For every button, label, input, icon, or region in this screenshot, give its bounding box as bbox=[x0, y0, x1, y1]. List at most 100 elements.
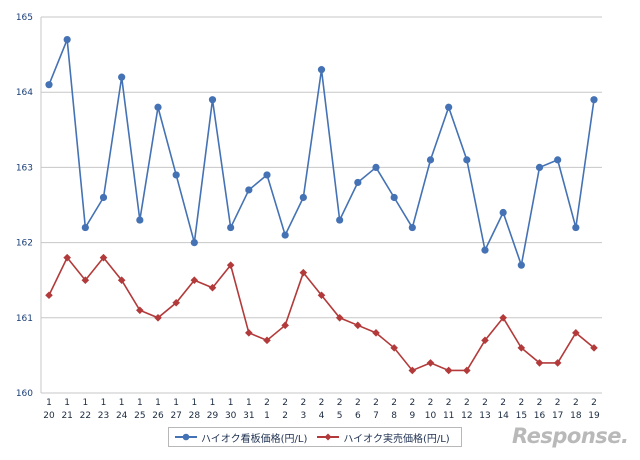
x-tick-day: 13 bbox=[479, 411, 490, 421]
x-tick-day: 3 bbox=[300, 411, 306, 421]
x-tick-day: 10 bbox=[425, 411, 437, 421]
data-point-1 bbox=[408, 366, 417, 375]
x-tick-day: 7 bbox=[373, 411, 379, 421]
data-point-1 bbox=[136, 306, 144, 315]
x-tick-month: 1 bbox=[119, 398, 125, 408]
x-tick-day: 14 bbox=[497, 411, 509, 421]
data-point-0 bbox=[45, 81, 53, 89]
x-axis-ticks: 1201211221231241251261271281291301312122… bbox=[43, 398, 600, 421]
x-tick-month: 1 bbox=[101, 398, 107, 408]
data-point-1 bbox=[499, 314, 507, 322]
x-tick-month: 2 bbox=[373, 398, 379, 408]
y-tick-label: 162 bbox=[16, 239, 33, 249]
data-point-1 bbox=[426, 359, 435, 367]
data-point-1 bbox=[281, 321, 289, 330]
x-tick-month: 2 bbox=[591, 398, 597, 408]
data-point-1 bbox=[208, 283, 217, 292]
x-tick-day: 6 bbox=[355, 411, 361, 421]
x-tick-day: 25 bbox=[134, 411, 145, 421]
data-point-0 bbox=[336, 216, 344, 224]
data-point-0 bbox=[99, 193, 108, 202]
series-line-0 bbox=[48, 39, 595, 269]
x-tick-day: 19 bbox=[588, 411, 600, 421]
x-tick-month: 1 bbox=[210, 398, 216, 408]
data-point-0 bbox=[481, 246, 489, 254]
data-point-1 bbox=[590, 344, 598, 352]
data-point-0 bbox=[208, 96, 217, 104]
x-tick-month: 1 bbox=[246, 398, 252, 408]
data-point-0 bbox=[517, 261, 525, 269]
legend-item-signboard: ハイオク看板価格(円/L) bbox=[175, 430, 307, 445]
data-point-1 bbox=[317, 291, 326, 300]
legend-swatch-actual bbox=[317, 433, 340, 441]
data-point-0 bbox=[554, 156, 562, 164]
x-tick-day: 4 bbox=[319, 411, 325, 421]
x-tick-day: 8 bbox=[391, 411, 397, 421]
data-point-0 bbox=[190, 239, 198, 247]
gridlines bbox=[40, 16, 602, 394]
x-tick-month: 2 bbox=[391, 398, 397, 408]
data-point-1 bbox=[245, 329, 253, 337]
x-tick-day: 5 bbox=[337, 411, 343, 421]
data-point-0 bbox=[572, 223, 580, 232]
x-tick-month: 2 bbox=[337, 398, 343, 408]
data-point-0 bbox=[281, 231, 289, 239]
data-point-1 bbox=[154, 314, 162, 322]
y-tick-label: 165 bbox=[16, 13, 33, 23]
x-tick-month: 1 bbox=[155, 398, 161, 408]
x-tick-month: 2 bbox=[428, 398, 434, 408]
data-point-1 bbox=[172, 298, 180, 307]
x-tick-month: 2 bbox=[319, 398, 325, 408]
x-tick-day: 22 bbox=[80, 411, 91, 421]
data-point-0 bbox=[390, 193, 398, 202]
data-point-1 bbox=[81, 276, 90, 284]
x-tick-day: 28 bbox=[189, 411, 201, 421]
data-point-0 bbox=[317, 66, 326, 74]
x-tick-day: 29 bbox=[207, 411, 219, 421]
data-point-0 bbox=[354, 178, 362, 187]
x-tick-month: 2 bbox=[282, 398, 288, 408]
data-point-1 bbox=[263, 336, 271, 345]
data-point-0 bbox=[118, 73, 126, 81]
x-tick-month: 2 bbox=[518, 398, 524, 408]
data-point-0 bbox=[63, 35, 71, 44]
data-point-1 bbox=[354, 321, 362, 330]
x-tick-day: 16 bbox=[534, 411, 546, 421]
x-tick-month: 1 bbox=[228, 398, 234, 408]
data-point-0 bbox=[499, 208, 507, 217]
data-point-1 bbox=[535, 359, 544, 367]
y-tick-label: 163 bbox=[16, 163, 33, 173]
data-point-0 bbox=[463, 156, 471, 164]
data-point-1 bbox=[517, 344, 526, 352]
data-point-1 bbox=[117, 276, 126, 284]
x-tick-month: 2 bbox=[464, 398, 470, 408]
x-tick-month: 2 bbox=[264, 398, 270, 408]
x-tick-day: 12 bbox=[461, 411, 472, 421]
data-point-0 bbox=[154, 103, 162, 111]
y-tick-label: 161 bbox=[16, 314, 33, 324]
x-tick-month: 2 bbox=[573, 398, 579, 408]
legend-label-actual: ハイオク実売価格(円/L) bbox=[343, 433, 450, 445]
data-point-1 bbox=[481, 336, 489, 345]
legend: ハイオク看板価格(円/L) ハイオク実売価格(円/L) bbox=[168, 427, 462, 447]
x-tick-month: 2 bbox=[446, 398, 452, 408]
data-point-0 bbox=[372, 163, 380, 171]
data-point-1 bbox=[444, 366, 453, 375]
x-tick-day: 21 bbox=[61, 411, 72, 421]
data-point-0 bbox=[408, 223, 416, 232]
data-point-0 bbox=[426, 156, 435, 164]
data-point-1 bbox=[99, 253, 108, 262]
x-tick-day: 18 bbox=[570, 411, 582, 421]
x-tick-month: 2 bbox=[555, 398, 561, 408]
x-tick-day: 11 bbox=[443, 411, 454, 421]
y-axis-ticks: 160 161 162 163 164 165 bbox=[16, 13, 33, 399]
x-tick-day: 27 bbox=[170, 411, 181, 421]
data-point-1 bbox=[553, 359, 562, 367]
x-tick-month: 1 bbox=[46, 398, 52, 408]
y-tick-label: 164 bbox=[16, 88, 33, 98]
x-tick-day: 20 bbox=[43, 411, 55, 421]
x-tick-month: 1 bbox=[137, 398, 143, 408]
x-tick-month: 2 bbox=[355, 398, 361, 408]
x-tick-month: 1 bbox=[191, 398, 197, 408]
